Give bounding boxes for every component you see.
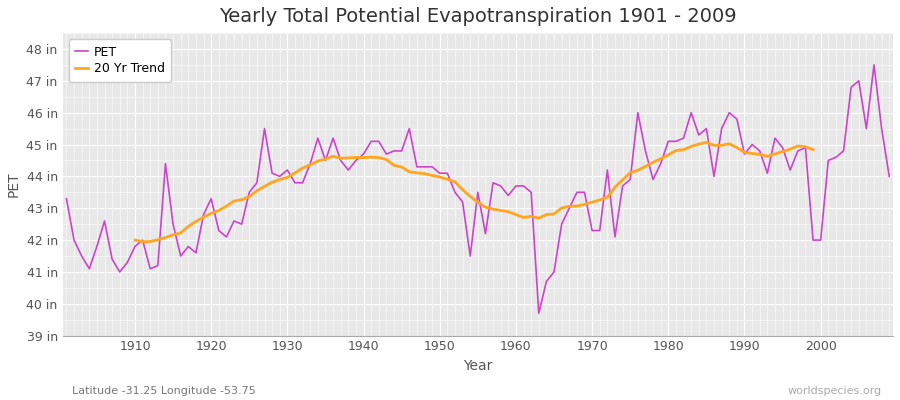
20 Yr Trend xyxy=(137,239,148,244)
PET xyxy=(336,158,346,163)
PET xyxy=(61,196,72,201)
20 Yr Trend xyxy=(701,140,712,145)
20 Yr Trend xyxy=(130,238,140,242)
Title: Yearly Total Potential Evapotranspiration 1901 - 2009: Yearly Total Potential Evapotranspiratio… xyxy=(219,7,736,26)
Legend: PET, 20 Yr Trend: PET, 20 Yr Trend xyxy=(69,39,171,82)
20 Yr Trend xyxy=(724,141,734,146)
Line: PET: PET xyxy=(67,65,889,313)
PET xyxy=(534,311,544,316)
Line: 20 Yr Trend: 20 Yr Trend xyxy=(135,142,813,242)
Text: worldspecies.org: worldspecies.org xyxy=(788,386,882,396)
PET xyxy=(122,260,133,265)
20 Yr Trend xyxy=(792,144,803,148)
20 Yr Trend xyxy=(343,156,354,160)
PET xyxy=(868,62,879,67)
X-axis label: Year: Year xyxy=(464,359,492,373)
PET xyxy=(503,193,514,198)
PET xyxy=(290,180,301,185)
20 Yr Trend xyxy=(229,199,239,204)
PET xyxy=(609,234,620,239)
PET xyxy=(510,184,521,188)
20 Yr Trend xyxy=(708,143,719,148)
Text: Latitude -31.25 Longitude -53.75: Latitude -31.25 Longitude -53.75 xyxy=(72,386,256,396)
20 Yr Trend xyxy=(609,185,620,190)
20 Yr Trend xyxy=(807,147,818,152)
Y-axis label: PET: PET xyxy=(7,172,21,197)
PET xyxy=(884,174,895,179)
